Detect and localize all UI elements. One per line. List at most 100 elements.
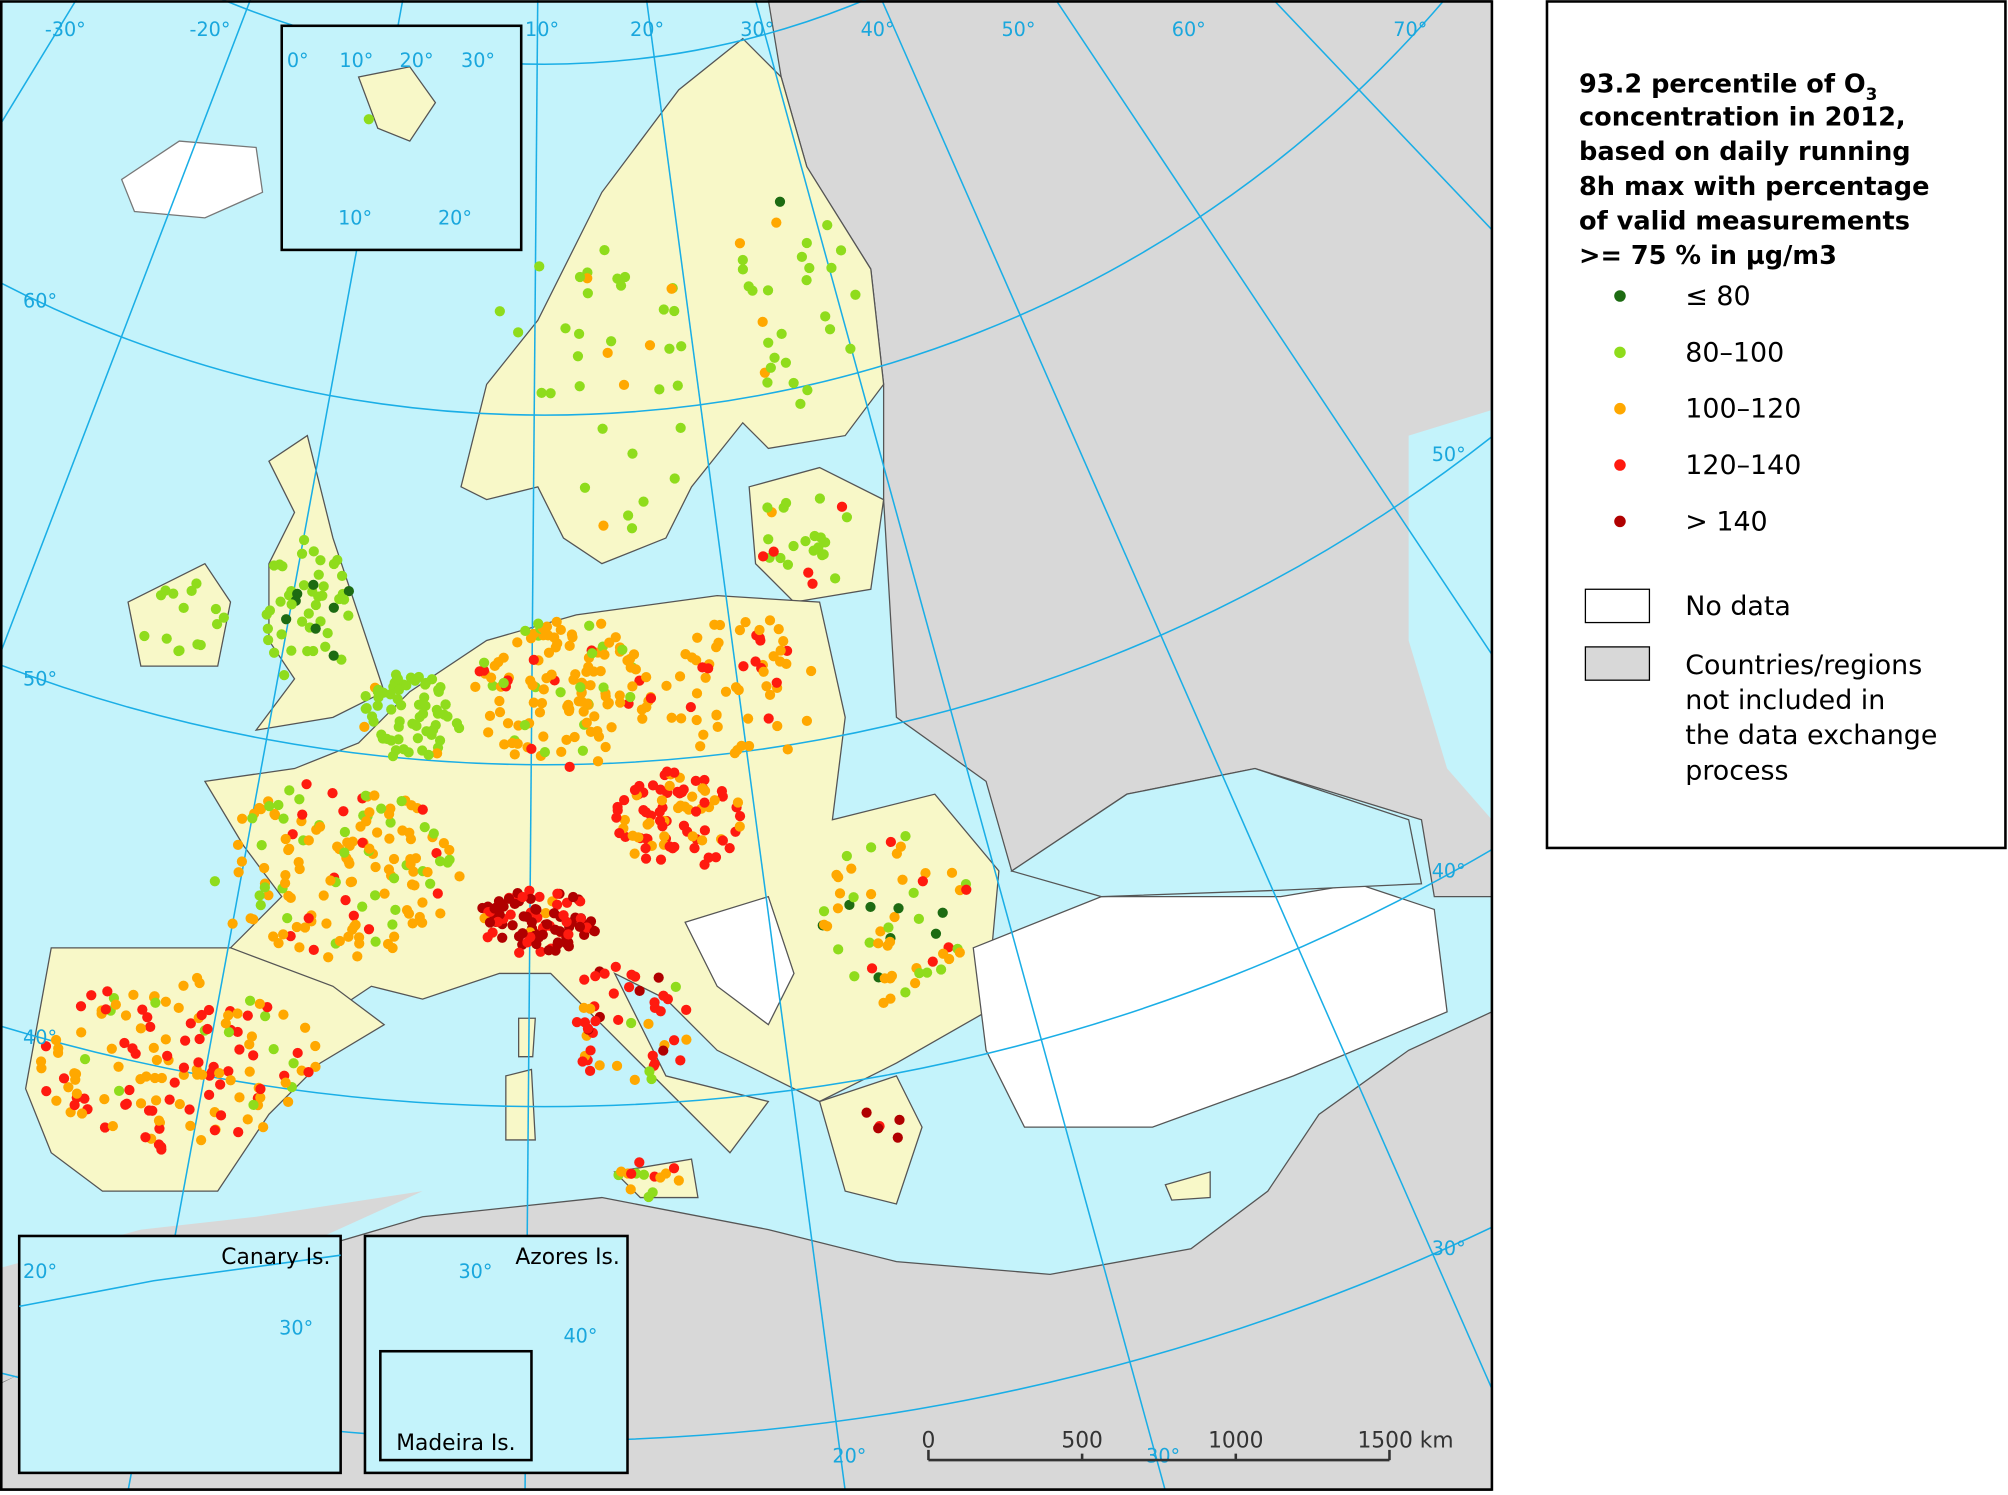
station-dot bbox=[310, 1040, 321, 1052]
station-dot bbox=[626, 1168, 637, 1179]
station-dot bbox=[599, 649, 610, 660]
station-dot bbox=[717, 835, 728, 846]
station-dot bbox=[533, 618, 544, 629]
meridian-line bbox=[127, 0, 404, 1491]
station-dot bbox=[782, 744, 793, 755]
station-dot bbox=[127, 1043, 138, 1054]
station-dot bbox=[636, 704, 648, 715]
station-dot bbox=[600, 741, 611, 753]
station-dot bbox=[895, 841, 906, 852]
station-dot bbox=[151, 1054, 162, 1066]
station-dot bbox=[279, 877, 291, 889]
station-dot bbox=[582, 1023, 594, 1034]
station-dot bbox=[86, 990, 97, 1001]
map-frame bbox=[0, 0, 1494, 1491]
station-dot bbox=[629, 1074, 640, 1086]
station-dot bbox=[771, 677, 782, 688]
station-dot bbox=[678, 820, 690, 831]
station-dot bbox=[734, 810, 746, 822]
station-dot bbox=[685, 701, 696, 713]
station-dot bbox=[284, 785, 295, 796]
inset-label: 40° bbox=[563, 1324, 597, 1347]
station-dot bbox=[780, 497, 792, 509]
station-dot bbox=[687, 791, 698, 802]
station-dot bbox=[581, 666, 592, 677]
station-dot bbox=[561, 938, 572, 949]
station-dot bbox=[75, 1001, 87, 1012]
station-dot bbox=[160, 996, 171, 1007]
station-dot bbox=[298, 580, 310, 591]
station-dot bbox=[643, 1018, 654, 1029]
station-dot bbox=[716, 786, 728, 797]
station-dot bbox=[393, 684, 405, 695]
station-dot bbox=[775, 552, 786, 564]
station-dot bbox=[387, 919, 398, 930]
station-dot bbox=[628, 649, 640, 660]
station-dot bbox=[417, 708, 429, 719]
sardinia bbox=[505, 1068, 536, 1141]
station-dot bbox=[800, 535, 811, 547]
station-dot bbox=[579, 974, 590, 985]
station-dot bbox=[310, 1061, 321, 1073]
station-dot bbox=[821, 921, 833, 932]
station-dot bbox=[729, 747, 740, 759]
parallel-label: 50° bbox=[23, 667, 57, 690]
station-dot bbox=[525, 932, 536, 943]
station-dot bbox=[582, 288, 593, 299]
station-dot bbox=[764, 615, 776, 626]
station-dot bbox=[644, 340, 656, 351]
station-dot bbox=[303, 1067, 314, 1078]
station-dot bbox=[192, 1069, 203, 1080]
station-dot bbox=[690, 775, 701, 787]
station-dot bbox=[654, 384, 665, 395]
station-dot bbox=[568, 891, 579, 903]
station-dot bbox=[296, 548, 308, 559]
station-dot bbox=[866, 963, 878, 974]
station-dot bbox=[614, 827, 625, 839]
station-dot bbox=[308, 944, 319, 955]
madeira-inset bbox=[379, 1349, 533, 1462]
station-dot bbox=[244, 995, 256, 1006]
station-dot bbox=[564, 640, 575, 651]
station-dot bbox=[276, 629, 287, 640]
station-dot bbox=[284, 843, 295, 854]
station-dot bbox=[655, 854, 667, 865]
station-dot bbox=[248, 1050, 259, 1061]
station-dot bbox=[625, 1184, 636, 1195]
meridian-label: 10° bbox=[525, 18, 559, 41]
legend-title-line: 8h max with percentage bbox=[1579, 172, 1930, 202]
station-dot bbox=[743, 740, 755, 752]
inset-title: Canary Is. bbox=[221, 1245, 330, 1270]
station-dot bbox=[195, 639, 206, 651]
station-dot bbox=[774, 656, 786, 667]
station-dot bbox=[334, 935, 345, 947]
meridian-line bbox=[524, 0, 539, 1491]
station-dot bbox=[771, 217, 782, 228]
station-dot bbox=[672, 380, 683, 391]
station-dot bbox=[50, 1034, 62, 1046]
station-dot bbox=[589, 711, 600, 722]
station-dot bbox=[494, 706, 506, 718]
station-dot bbox=[640, 843, 651, 854]
station-dot bbox=[382, 938, 394, 950]
station-dot bbox=[454, 871, 465, 882]
inset-label: 20° bbox=[400, 49, 434, 72]
station-dot bbox=[434, 856, 446, 867]
legend-title: 93.2 percentile of O3 bbox=[1579, 69, 1877, 104]
station-dot bbox=[882, 940, 893, 951]
station-dot bbox=[168, 588, 179, 599]
station-dot bbox=[186, 585, 197, 596]
station-dot bbox=[35, 1056, 47, 1067]
station-dot bbox=[900, 830, 911, 842]
station-dot bbox=[484, 917, 496, 928]
station-dot bbox=[737, 264, 749, 275]
station-dot bbox=[946, 867, 958, 878]
meridian-label: 20° bbox=[630, 18, 664, 41]
station-dot bbox=[774, 196, 786, 207]
station-dot bbox=[595, 666, 606, 677]
station-dot bbox=[780, 357, 792, 368]
station-dot bbox=[169, 1077, 180, 1088]
station-dot bbox=[327, 787, 338, 799]
station-dot bbox=[262, 623, 273, 634]
station-dot bbox=[875, 926, 886, 937]
